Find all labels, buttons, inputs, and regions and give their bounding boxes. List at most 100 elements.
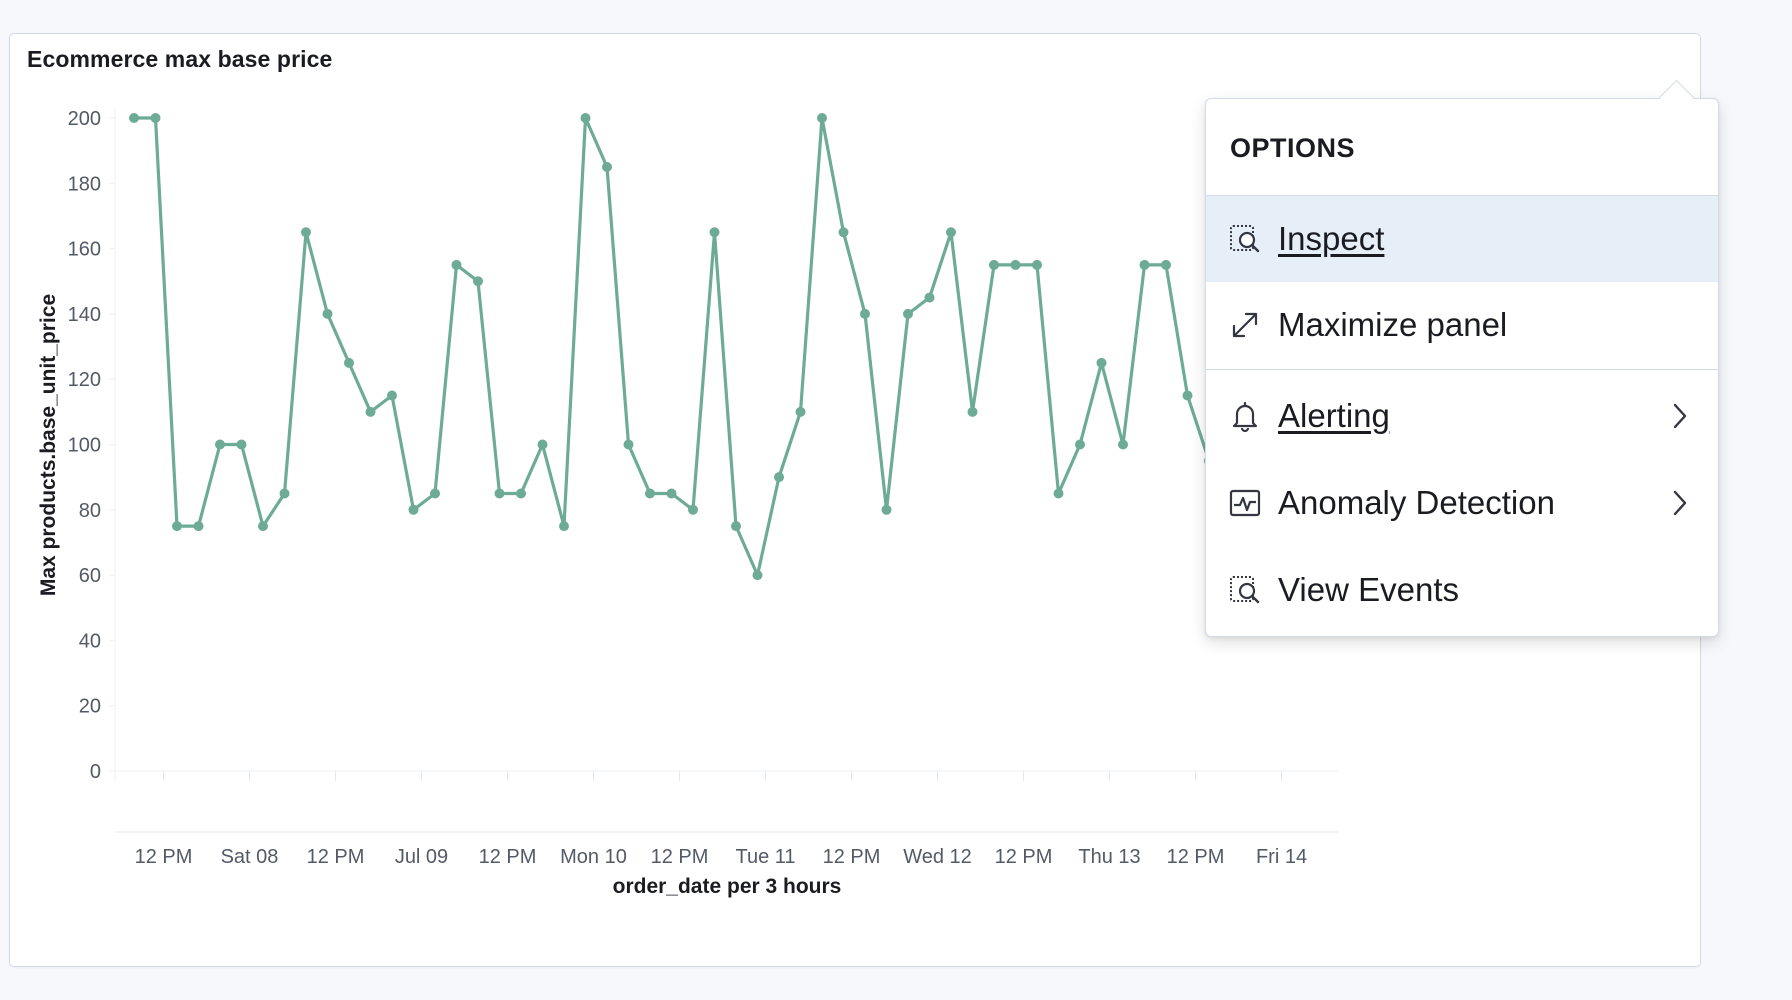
expand-icon [1232, 312, 1258, 338]
data-point[interactable] [215, 439, 225, 450]
x-tick-label: Wed 12 [903, 846, 972, 868]
menu-item-view-events[interactable]: View Events [1206, 547, 1718, 633]
data-point[interactable] [602, 161, 612, 172]
y-tick-label: 160 [68, 239, 101, 261]
data-point[interactable] [580, 113, 591, 123]
data-point[interactable] [451, 259, 462, 270]
y-tick-label: 200 [68, 108, 101, 130]
data-point[interactable] [473, 276, 483, 287]
y-tick-label: 40 [79, 630, 101, 652]
data-point[interactable] [1161, 259, 1171, 270]
data-point[interactable] [1032, 259, 1042, 270]
x-tick-label: 12 PM [307, 846, 365, 868]
x-tick-label: 12 PM [995, 846, 1053, 868]
x-tick-label: Mon 10 [560, 846, 627, 868]
data-point[interactable] [989, 259, 999, 270]
data-point[interactable] [408, 504, 419, 515]
y-tick-label: 120 [68, 369, 101, 391]
data-point[interactable] [817, 113, 827, 123]
y-tick-label: 180 [68, 173, 101, 195]
panel-title: Ecommerce max base price [27, 46, 333, 72]
x-tick-label: Sat 08 [221, 846, 279, 868]
data-point[interactable] [301, 227, 311, 238]
data-point[interactable] [365, 406, 376, 417]
data-point[interactable] [1096, 357, 1107, 368]
inspect-icon [1230, 225, 1260, 253]
y-tick-label: 100 [68, 435, 101, 457]
data-point[interactable] [494, 488, 505, 499]
data-point[interactable] [645, 488, 655, 499]
data-point[interactable] [279, 488, 290, 499]
data-point[interactable] [752, 570, 763, 581]
data-point[interactable] [967, 406, 978, 417]
data-point[interactable] [129, 113, 139, 123]
anomaly-chart-icon [1229, 489, 1261, 517]
data-point[interactable] [559, 521, 569, 532]
data-point[interactable] [344, 357, 354, 368]
menu-item-label: View Events [1278, 571, 1459, 608]
data-point[interactable] [1075, 439, 1085, 450]
data-point[interactable] [1139, 259, 1150, 270]
menu-item-maximize-panel[interactable]: Maximize panel [1206, 282, 1718, 368]
data-point[interactable] [430, 488, 440, 499]
data-point[interactable] [774, 472, 784, 483]
data-point[interactable] [838, 227, 849, 238]
data-point[interactable] [193, 521, 204, 532]
x-tick-label: Tue 11 [735, 846, 795, 868]
menu-item-alerting[interactable]: Alerting [1206, 373, 1718, 459]
series-line [134, 116, 1211, 577]
x-axis-title: order_date per 3 hours [613, 875, 842, 898]
x-tick-label: 12 PM [823, 846, 881, 868]
menu-item-label: Inspect [1278, 220, 1385, 257]
y-tick-label: 0 [90, 761, 101, 783]
x-tick-label: Thu 13 [1078, 846, 1140, 868]
data-point[interactable] [709, 227, 720, 238]
chevron-right-icon [1673, 490, 1687, 516]
data-point[interactable] [666, 488, 677, 499]
data-point[interactable] [387, 390, 397, 401]
popover-title: OPTIONS [1230, 133, 1356, 163]
x-axis: 12 PM Sat 08 12 PM Jul 09 12 PM Mon 10 12 PM Tu… [115, 770, 1339, 868]
data-point[interactable] [236, 439, 247, 450]
panel-options-popover: OPTIONS Inspect Maximize panel Alerting [1205, 79, 1719, 637]
menu-item-inspect[interactable]: Inspect [1206, 196, 1718, 282]
data-point[interactable] [150, 113, 161, 123]
inspect-icon [1230, 576, 1260, 604]
data-point[interactable] [537, 439, 548, 450]
divider [1206, 195, 1718, 196]
y-axis: 0 20 40 60 80 100 120 140 160 180 200 [68, 108, 116, 783]
x-tick-label: 12 PM [479, 846, 537, 868]
y-tick-label: 140 [68, 304, 101, 326]
x-tick-label: 12 PM [651, 846, 709, 868]
bell-icon [1232, 401, 1258, 433]
data-point[interactable] [903, 308, 913, 319]
data-point[interactable] [1118, 439, 1128, 450]
data-point[interactable] [322, 308, 333, 319]
data-point[interactable] [516, 488, 526, 499]
x-tick-label: Jul 09 [395, 846, 448, 868]
menu-item-label: Anomaly Detection [1278, 484, 1555, 521]
menu-item-label: Maximize panel [1278, 306, 1508, 343]
data-point[interactable] [881, 504, 892, 515]
data-point[interactable] [946, 227, 956, 238]
y-tick-label: 20 [79, 696, 101, 718]
data-point[interactable] [1010, 259, 1021, 270]
x-tick-label: 12 PM [135, 846, 193, 868]
data-point[interactable] [172, 521, 182, 532]
y-tick-label: 80 [79, 500, 101, 522]
x-tick-label: 12 PM [1167, 846, 1225, 868]
menu-item-anomaly-detection[interactable]: Anomaly Detection [1206, 460, 1718, 546]
data-point[interactable] [623, 439, 634, 450]
data-point[interactable] [924, 292, 935, 303]
data-point[interactable] [731, 521, 741, 532]
data-point[interactable] [1053, 488, 1064, 499]
x-tick-label: Fri 14 [1256, 846, 1307, 868]
data-point[interactable] [688, 504, 698, 515]
data-point[interactable] [795, 406, 806, 417]
data-point[interactable] [258, 521, 268, 532]
data-point[interactable] [1182, 390, 1193, 401]
y-tick-label: 60 [79, 565, 101, 587]
divider [1206, 369, 1718, 370]
data-point[interactable] [860, 308, 870, 319]
